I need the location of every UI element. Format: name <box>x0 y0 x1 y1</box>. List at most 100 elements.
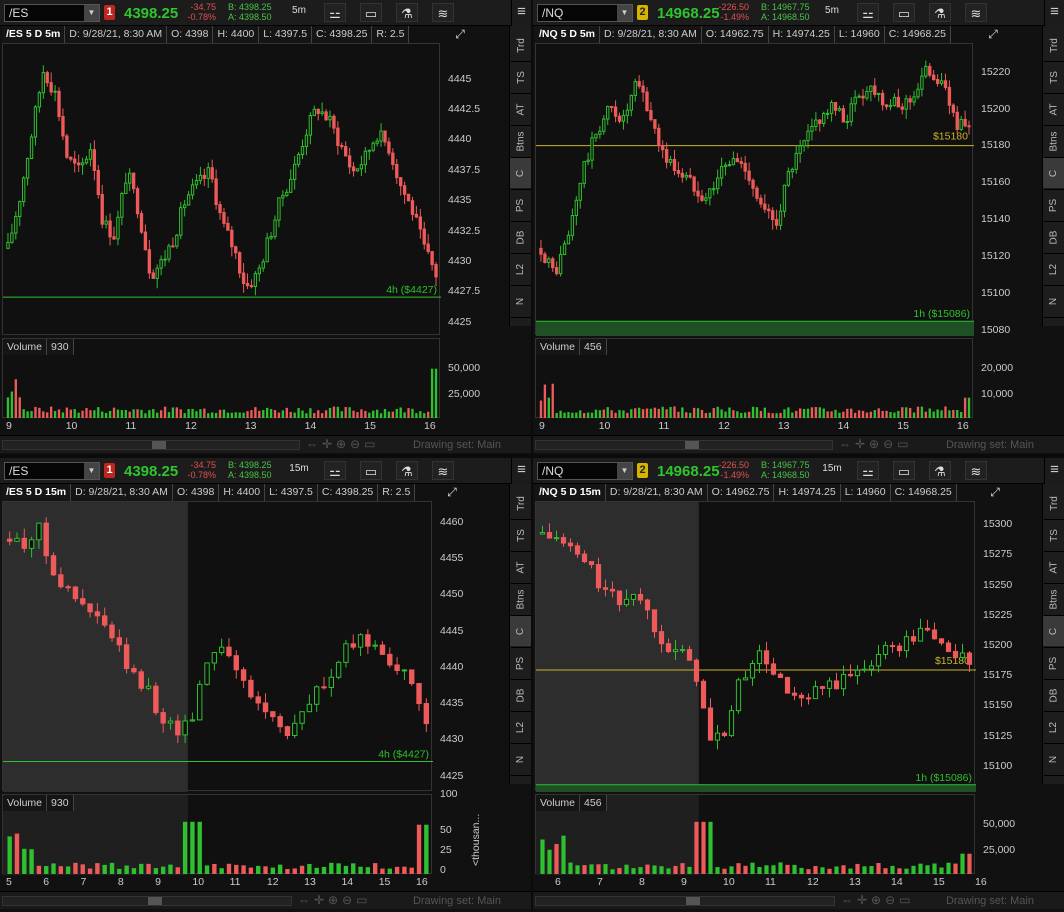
candle[interactable] <box>88 149 93 160</box>
candle[interactable] <box>72 586 79 600</box>
side-tab-n[interactable]: N <box>1043 286 1064 316</box>
candle[interactable] <box>14 537 20 542</box>
candle[interactable] <box>430 251 434 266</box>
candle[interactable] <box>802 140 806 147</box>
candle[interactable] <box>896 645 903 652</box>
candle[interactable] <box>237 252 242 274</box>
expand-icon[interactable]: ⤢ <box>447 485 457 499</box>
candle[interactable] <box>289 178 293 193</box>
candle[interactable] <box>375 140 379 144</box>
candle[interactable] <box>581 553 588 563</box>
candle[interactable] <box>861 668 868 671</box>
side-tab-db[interactable]: DB <box>510 222 531 252</box>
candle[interactable] <box>912 96 916 103</box>
candle[interactable] <box>931 629 938 640</box>
candle[interactable] <box>714 732 721 741</box>
candle[interactable] <box>189 719 196 722</box>
candle-style-icon[interactable]: ⚍ <box>324 461 346 480</box>
side-tab-ps[interactable]: PS <box>1043 190 1064 220</box>
side-tab-ts[interactable]: TS <box>1043 62 1064 92</box>
candle[interactable] <box>920 75 924 90</box>
price-chart[interactable]: 1h ($15086) $15180 <box>535 43 974 336</box>
drawing-tools-icon[interactable]: ▭ <box>893 3 915 22</box>
candle[interactable] <box>849 103 853 122</box>
candle[interactable] <box>637 81 641 87</box>
time-scrollbar[interactable] <box>2 440 300 450</box>
candle[interactable] <box>94 611 101 617</box>
candle[interactable] <box>560 537 567 544</box>
candle[interactable] <box>10 232 14 243</box>
candle[interactable] <box>128 172 132 184</box>
link-group-badge[interactable]: 1 <box>104 5 115 20</box>
candle[interactable] <box>924 65 928 77</box>
candle[interactable] <box>763 203 767 210</box>
side-tab-db[interactable]: DB <box>1043 222 1064 252</box>
volume-chart[interactable]: Volume 930 <box>2 794 432 875</box>
side-tab-c[interactable]: C <box>1043 616 1064 646</box>
candle[interactable] <box>387 141 391 154</box>
candle[interactable] <box>829 102 834 114</box>
candle[interactable] <box>774 219 779 226</box>
candle[interactable] <box>69 156 73 160</box>
candle[interactable] <box>665 643 672 653</box>
candle[interactable] <box>676 169 681 174</box>
side-tab-btns[interactable]: Btns <box>1043 584 1064 614</box>
candle[interactable] <box>728 710 735 737</box>
candle[interactable] <box>402 185 407 195</box>
candle[interactable] <box>865 91 869 99</box>
candle[interactable] <box>651 609 658 633</box>
timeframe-selector[interactable]: 15m <box>822 463 842 474</box>
candle[interactable] <box>805 697 812 700</box>
side-tab-trd[interactable]: Trd <box>510 488 531 518</box>
candle[interactable] <box>782 184 787 212</box>
expand-icon[interactable]: ⤢ <box>990 485 1000 499</box>
candle[interactable] <box>6 538 13 542</box>
pattern-icon[interactable]: ≋ <box>432 3 454 22</box>
candle[interactable] <box>943 80 948 88</box>
candle[interactable] <box>270 711 276 718</box>
candle[interactable] <box>253 273 258 287</box>
candle[interactable] <box>104 220 108 225</box>
side-tab-db[interactable]: DB <box>510 680 531 710</box>
candle[interactable] <box>80 162 85 166</box>
candle[interactable] <box>784 676 791 694</box>
candle[interactable] <box>109 624 115 639</box>
candle[interactable] <box>951 104 956 113</box>
candle[interactable] <box>935 78 940 84</box>
candle[interactable] <box>226 646 232 657</box>
candle[interactable] <box>854 669 861 677</box>
studies-flask-icon[interactable]: ⚗ <box>396 3 418 22</box>
candle[interactable] <box>833 102 838 111</box>
candle[interactable] <box>313 686 320 705</box>
link-group-badge[interactable]: 1 <box>104 463 115 478</box>
candle[interactable] <box>904 98 908 110</box>
candle[interactable] <box>383 130 387 143</box>
candle[interactable] <box>391 152 395 165</box>
candle[interactable] <box>861 95 865 99</box>
candle[interactable] <box>273 219 277 238</box>
candle[interactable] <box>285 191 289 196</box>
candle[interactable] <box>434 264 438 278</box>
candle[interactable] <box>269 236 273 239</box>
candle[interactable] <box>155 267 159 279</box>
candle[interactable] <box>367 149 371 152</box>
side-tab-n[interactable]: N <box>1043 744 1064 774</box>
candle[interactable] <box>778 210 783 226</box>
symbol-input[interactable]: /NQ ▼ <box>537 4 633 22</box>
candle[interactable] <box>877 92 881 95</box>
candle[interactable] <box>756 650 763 665</box>
candle[interactable] <box>841 108 846 123</box>
candle[interactable] <box>818 119 822 124</box>
candle[interactable] <box>719 166 724 179</box>
candle[interactable] <box>621 114 626 122</box>
chevron-down-icon[interactable]: ▼ <box>84 463 99 479</box>
candle-style-icon[interactable]: ⚍ <box>857 3 879 22</box>
candle[interactable] <box>900 106 904 110</box>
candle[interactable] <box>226 222 230 231</box>
candle[interactable] <box>292 722 298 737</box>
candle[interactable] <box>570 215 575 236</box>
side-tab-c[interactable]: C <box>510 616 531 646</box>
candle[interactable] <box>304 134 309 148</box>
candle[interactable] <box>812 686 819 700</box>
side-tab-at[interactable]: AT <box>510 552 531 582</box>
